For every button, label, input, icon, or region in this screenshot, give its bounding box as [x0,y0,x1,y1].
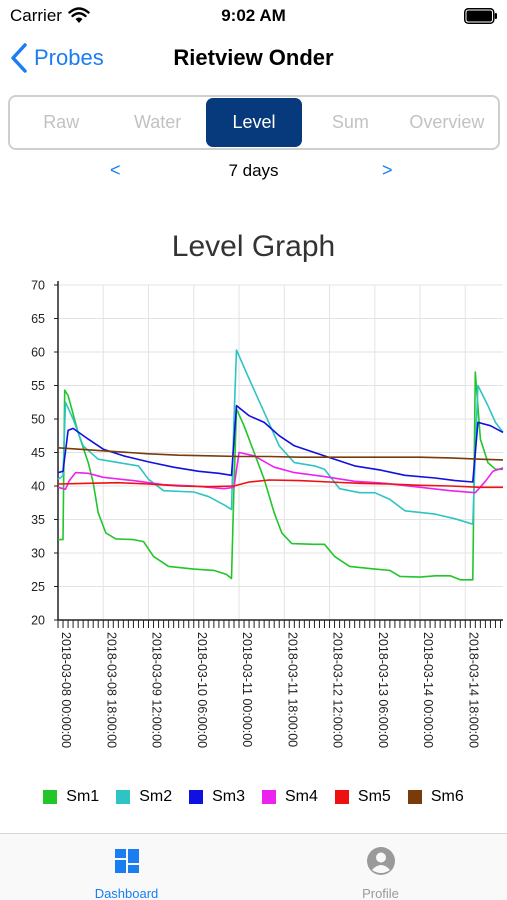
legend-item-sm6: Sm6 [407,788,464,806]
y-tick-label: 20 [31,614,45,628]
segment-water[interactable]: Water [133,112,182,132]
y-tick-label: 50 [31,413,45,427]
y-tick-label: 30 [31,547,45,561]
y-tick-label: 70 [31,279,45,293]
y-tick-label: 45 [31,446,45,460]
legend-swatch [116,790,131,804]
dashboard-icon [114,849,139,873]
chart-title: Level Graph [171,230,336,263]
status-bar: Carrier 9:02 AM [0,0,507,32]
legend-item-sm5: Sm5 [334,788,391,806]
legend-swatch [262,790,276,804]
series-line-sm2 [57,349,504,525]
tab-label: Profile [362,886,399,900]
view-segmented-control: Raw Water Level Sum Overview [8,95,500,150]
x-tick-label: 2018-03-13 06:00:00 [376,632,390,748]
x-tick-label: 2018-03-10 06:00:00 [195,632,209,748]
series-line-sm4 [57,451,504,494]
legend-swatch [43,790,58,804]
y-tick-label: 55 [31,379,45,393]
y-tick-label: 65 [31,312,45,326]
wifi-icon [68,7,90,23]
y-tick-label: 35 [31,513,45,527]
x-tick-label: 2018-03-08 18:00:00 [104,632,118,748]
chevron-left-icon [11,43,27,73]
period-label: 7 days [228,161,279,180]
x-tick-label: 2018-03-08 00:00:00 [59,632,73,748]
x-tick-label: 2018-03-14 18:00:00 [466,632,480,748]
y-tick-label: 40 [31,480,45,494]
level-graph: 20 25 30 35 40 45 50 55 60 65 70 2018-03-08 00:00:0… [31,279,504,748]
battery-icon [464,8,497,24]
segment-sum[interactable]: Sum [331,112,369,132]
profile-icon [366,847,395,875]
legend-item-sm2: Sm2 [116,788,172,806]
page-title: Rietview Onder [173,45,334,70]
period-selector: < 7 days > [0,158,507,186]
series-line-sm6 [57,447,504,461]
previous-period-button[interactable]: < [110,160,121,180]
segment-overview[interactable]: Overview [409,112,485,132]
segment-level[interactable]: Level [205,98,303,147]
tab-bar: Dashboard Profile [0,833,507,900]
legend-item-sm4: Sm4 [262,788,318,806]
chart-legend: Sm1 Sm2 Sm3 Sm4 Sm5 Sm6 [0,788,507,806]
legend-swatch [189,790,204,804]
tab-dashboard[interactable]: Dashboard [0,834,253,900]
x-tick-label: 2018-03-09 12:00:00 [150,632,164,748]
series-line-sm3 [57,404,504,483]
x-tick-label: 2018-03-12 12:00:00 [331,632,345,748]
legend-label: Sm4 [285,788,318,805]
y-tick-label: 25 [31,580,45,594]
legend-swatch [334,790,349,804]
x-tick-label: 2018-03-14 00:00:00 [421,632,435,748]
carrier-label: Carrier [10,6,62,25]
legend-item-sm1: Sm1 [43,788,99,806]
tab-profile[interactable]: Profile [254,834,507,900]
navigation-bar: Probes Rietview Onder [0,32,507,84]
back-button[interactable]: Probes [10,40,104,76]
series-line-sm1 [58,371,503,581]
back-label: Probes [34,45,104,70]
legend-label: Sm6 [430,788,464,805]
x-tick-label: 2018-03-11 00:00:00 [240,632,254,747]
legend-item-sm3: Sm3 [189,788,245,806]
series-line-sm5 [57,479,503,489]
next-period-button[interactable]: > [382,160,393,180]
legend-label: Sm5 [357,788,391,805]
x-tick-label: 2018-03-11 18:00:00 [285,632,299,747]
clock: 9:02 AM [221,6,286,25]
segment-raw[interactable]: Raw [43,112,80,132]
y-tick-label: 60 [31,346,45,360]
legend-label: Sm3 [212,788,245,805]
legend-label: Sm2 [139,788,173,805]
legend-swatch [407,790,422,804]
legend-label: Sm1 [66,788,100,805]
tab-label: Dashboard [94,886,159,900]
